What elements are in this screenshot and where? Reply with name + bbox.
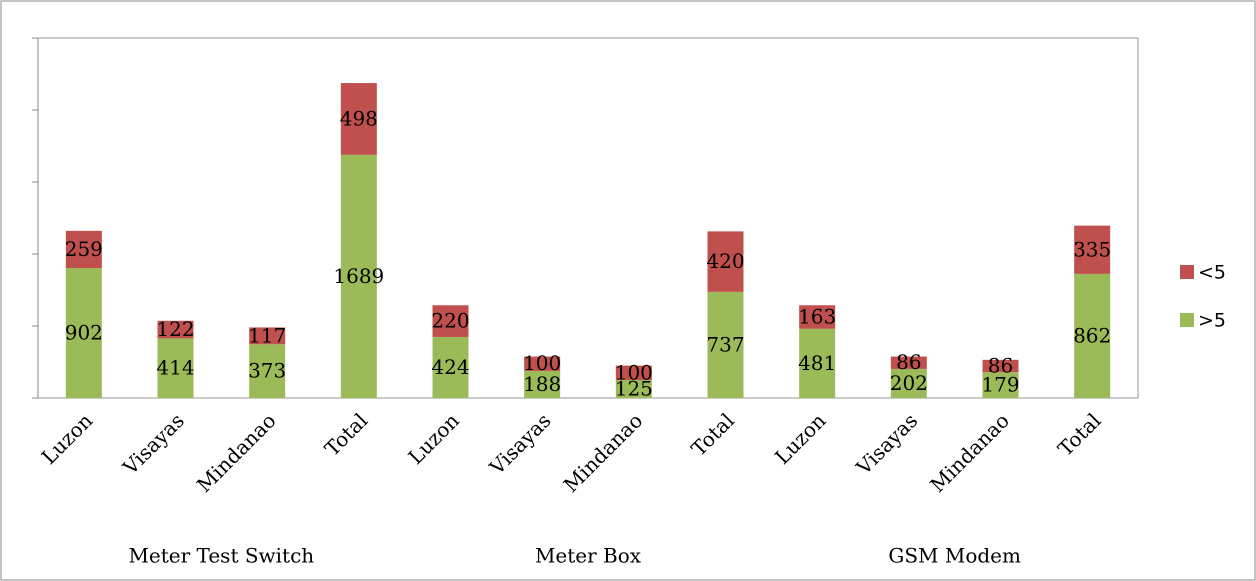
data-label: 100 (615, 360, 653, 384)
data-label: 86 (896, 350, 921, 374)
bar-segment (65, 268, 102, 398)
data-label: 420 (706, 249, 744, 273)
bar-segment (890, 356, 927, 369)
data-label: 122 (156, 317, 194, 341)
bar-segment (1074, 225, 1111, 274)
bar-segment (982, 359, 1019, 373)
bar-segment (432, 305, 469, 337)
data-label: 481 (798, 351, 836, 375)
bar-segment (157, 338, 194, 398)
bar-segment (249, 344, 286, 398)
group-label: Meter Box (535, 544, 642, 568)
data-label: 100 (523, 351, 561, 375)
data-label: 179 (981, 373, 1019, 397)
data-label: 202 (890, 371, 928, 395)
data-label: 498 (340, 106, 378, 130)
legend-swatch (1180, 265, 1194, 279)
legend-label: <5 (1198, 262, 1226, 284)
bar-segment (799, 328, 836, 398)
bar-segment (65, 230, 102, 269)
bar-segment (982, 372, 1019, 398)
data-label: 117 (248, 323, 286, 347)
bar-segment (615, 365, 652, 380)
bar-segment (524, 370, 561, 398)
group-label: Meter Test Switch (128, 544, 314, 568)
bar-segment (799, 305, 836, 329)
bar-segment (249, 327, 286, 345)
data-label: 86 (988, 354, 1013, 378)
data-label: 862 (1073, 323, 1111, 347)
bar-segment (890, 368, 927, 398)
data-label: 259 (65, 237, 103, 261)
bar-segment (432, 336, 469, 398)
bar-segment (1074, 273, 1111, 398)
bar-segment (707, 291, 744, 398)
data-label: 188 (523, 372, 561, 396)
bar-segment (340, 154, 377, 398)
data-label: 1689 (333, 264, 384, 288)
data-label: 125 (615, 377, 653, 401)
legend-label: >5 (1198, 310, 1226, 332)
bar-segment (615, 380, 652, 398)
data-label: 902 (65, 321, 103, 345)
data-label: 373 (248, 359, 286, 383)
data-label: 335 (1073, 237, 1111, 261)
bar-segment (524, 356, 561, 371)
data-label: 163 (798, 305, 836, 329)
legend-swatch (1180, 313, 1194, 327)
bar-segment (340, 83, 377, 155)
data-label: 424 (431, 355, 469, 379)
bar-segment (157, 320, 194, 339)
group-label: GSM Modem (888, 544, 1021, 568)
bar-segment (707, 231, 744, 292)
data-label: 737 (706, 332, 744, 356)
data-label: 220 (431, 309, 469, 333)
data-label: 414 (156, 356, 194, 380)
